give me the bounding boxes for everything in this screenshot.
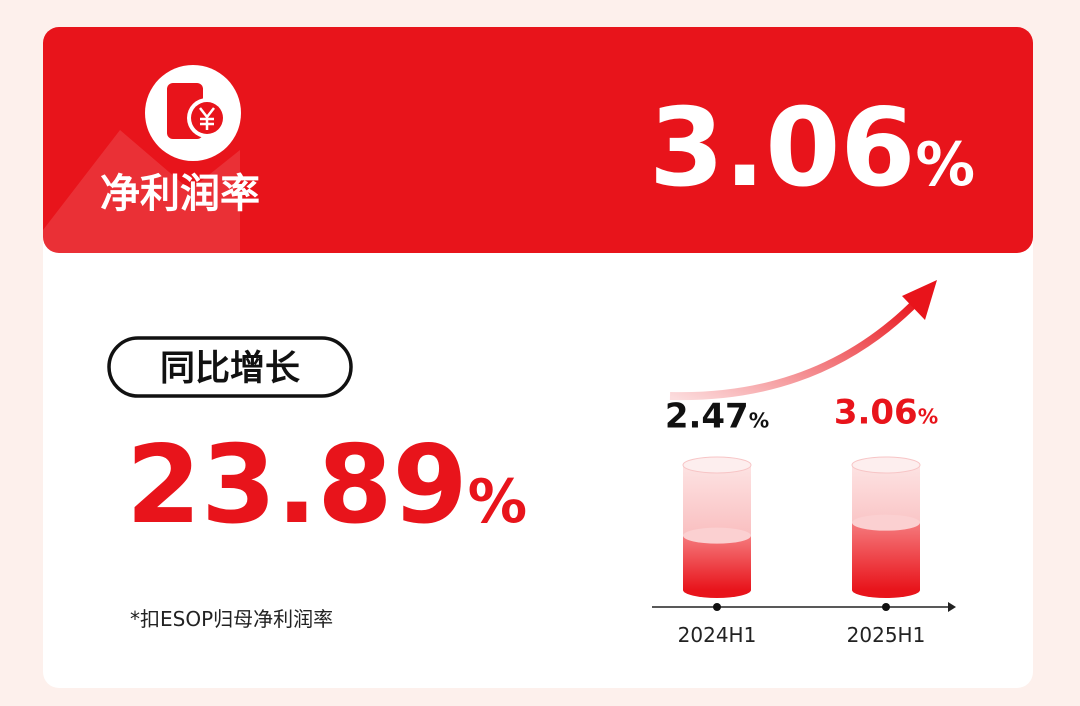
growth-value: 23.89% [126,423,527,548]
x-tick-dot [882,603,890,611]
bar [852,522,920,590]
value-label: 3.06% [834,393,938,433]
trend-arrow [669,297,921,401]
bar [683,535,751,590]
growth-label: 同比增长 [160,349,300,389]
x-tick-dot [713,603,721,611]
bar-surface [852,514,920,531]
note: *扣ESOP归母净利润率 [130,607,333,631]
cylinder-top [682,456,752,474]
trend-arrowhead [902,280,937,320]
value-label: 2.47% [665,397,769,437]
header-value: 3.06% [649,86,975,211]
bar-surface [683,527,751,544]
header-title: 净利润率 [100,171,260,217]
x-axis-arrow [948,602,956,612]
cylinder-top [851,456,921,474]
icon-yen [199,107,215,130]
x-tick-label: 2025H1 [847,623,926,647]
x-tick-label: 2024H1 [678,623,757,647]
header-decoration [43,130,240,253]
growth-pill [107,336,353,398]
